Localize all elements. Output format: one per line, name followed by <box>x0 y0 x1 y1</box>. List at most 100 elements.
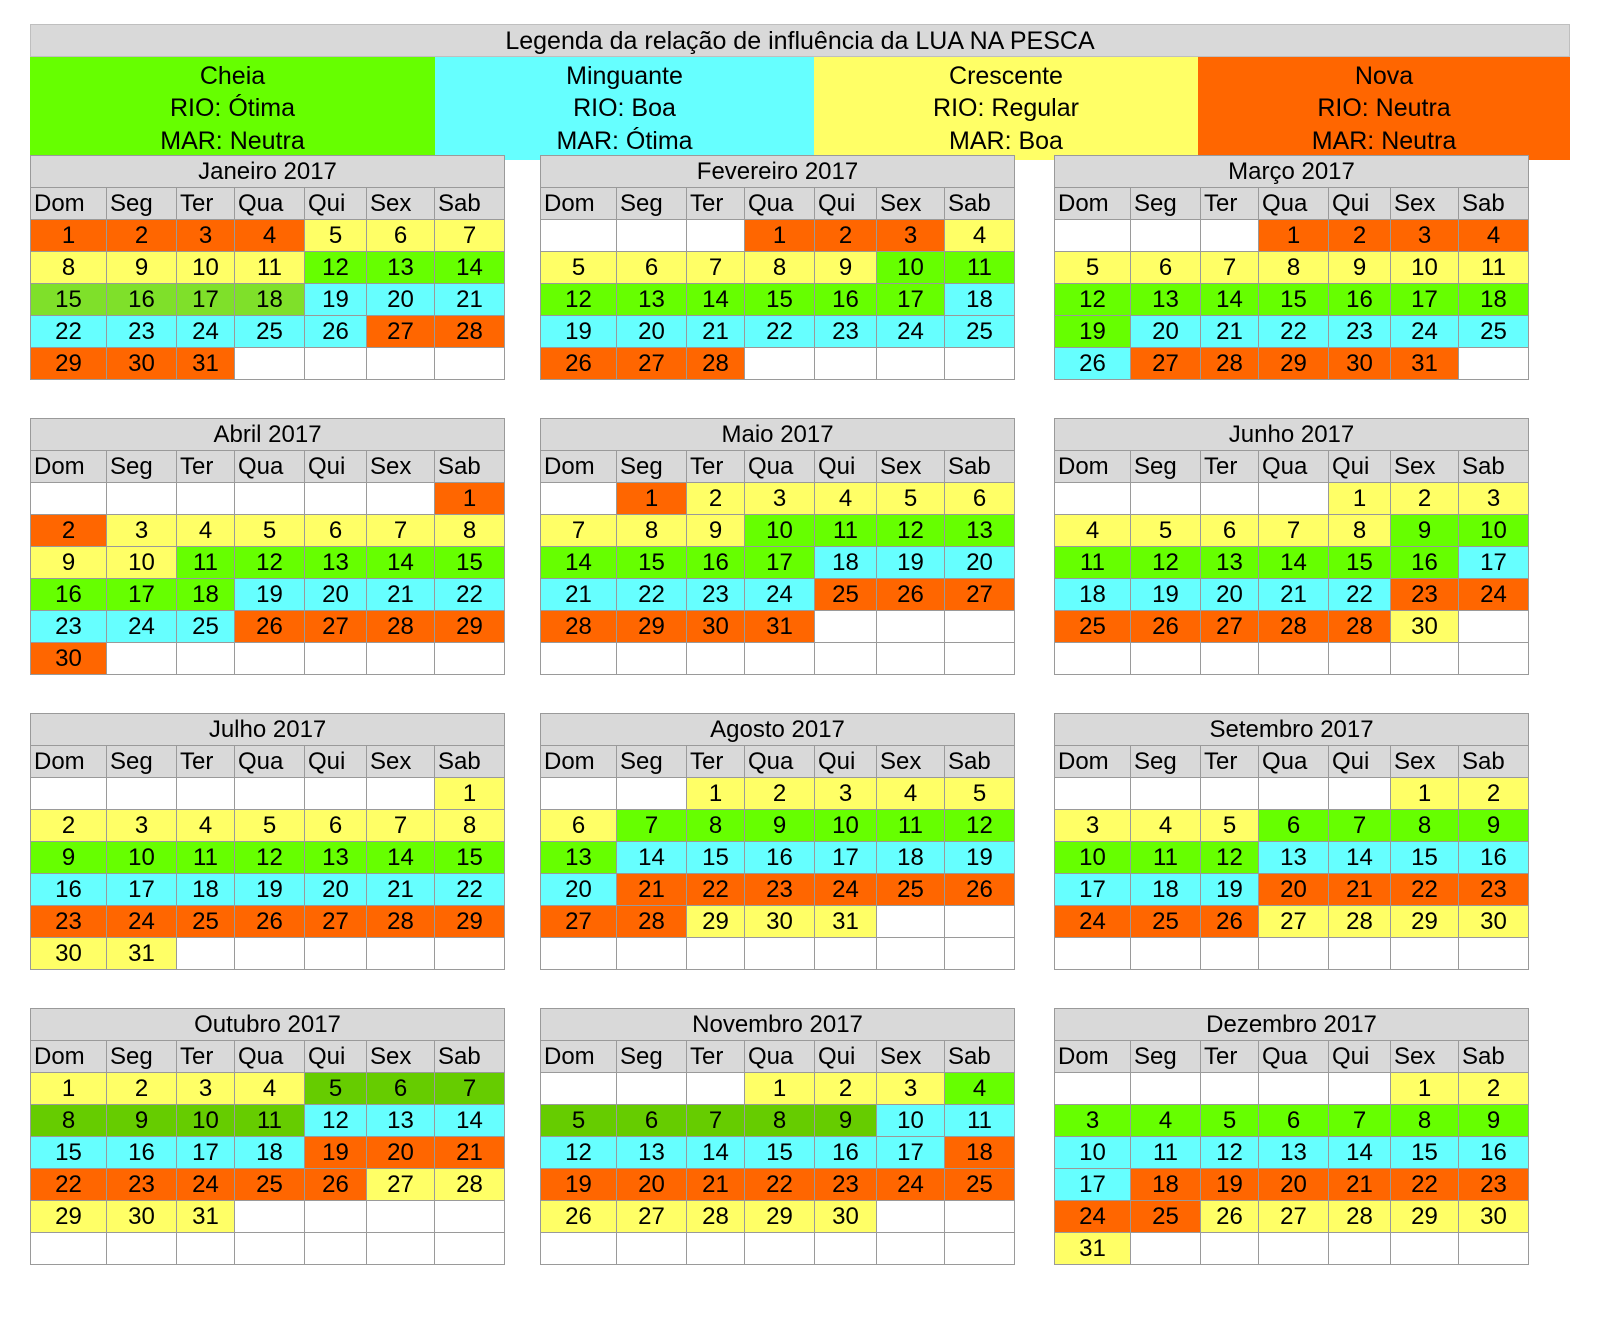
legend-phase-minguante: Minguante RIO: Boa MAR: Ótima <box>435 57 814 160</box>
empty-day-cell <box>814 1232 877 1265</box>
day-cell: 10 <box>876 1104 945 1137</box>
weekday-header: Dom <box>30 450 107 483</box>
day-cell: 15 <box>433 546 506 579</box>
empty-day-cell <box>1457 937 1530 970</box>
empty-day-cell <box>1054 937 1131 970</box>
day-cell: 27 <box>366 1168 435 1201</box>
month-calendar: Fevereiro 2017 Dom Seg Ter Qua Qui Sex Sab 1 2 3 4 5… <box>539 155 1016 380</box>
week-row <box>540 642 1016 675</box>
day-cell: 28 <box>1328 905 1391 938</box>
day-cell: 9 <box>106 1104 177 1137</box>
day-cell: 10 <box>176 251 235 284</box>
empty-day-cell <box>366 642 435 675</box>
day-cell: 4 <box>234 219 305 252</box>
day-cell: 6 <box>366 219 435 252</box>
day-cell: 18 <box>1130 873 1201 906</box>
empty-day-cell <box>366 1200 435 1233</box>
week-row: 16 17 18 19 20 21 22 <box>30 873 506 906</box>
day-cell: 6 <box>1130 251 1201 284</box>
day-cell: 5 <box>1200 809 1259 842</box>
day-cell: 21 <box>616 873 687 906</box>
day-cell: 9 <box>814 251 877 284</box>
day-cell: 23 <box>1457 873 1530 906</box>
month-calendar: Junho 2017 Dom Seg Ter Qua Qui Sex Sab 1 2 3 4 5 6 7 8 9… <box>1053 418 1530 675</box>
day-cell: 7 <box>686 251 745 284</box>
month-title: Fevereiro 2017 <box>539 155 1016 188</box>
empty-day-cell <box>686 1232 745 1265</box>
day-cell: 6 <box>943 482 1016 515</box>
month-calendar: Novembro 2017 Dom Seg Ter Qua Qui Sex Sab 1 2 3 4 5 6… <box>539 1008 1016 1265</box>
empty-day-cell <box>1130 777 1201 810</box>
day-cell: 23 <box>814 1168 877 1201</box>
day-cell: 18 <box>1458 283 1529 316</box>
month-calendar: Março 2017 Dom Seg Ter Qua Qui Sex Sab 1 2 3 4 5 6 7 8 9… <box>1054 155 1529 380</box>
day-cell: 10 <box>106 546 177 579</box>
day-cell: 15 <box>744 283 815 316</box>
day-cell: 7 <box>1328 809 1391 842</box>
day-cell: 12 <box>540 283 617 316</box>
empty-day-cell <box>433 1200 506 1233</box>
day-cell: 5 <box>234 514 305 547</box>
week-row: 5 6 7 8 9 10 11 <box>540 251 1016 284</box>
week-row: 14 15 16 17 18 19 20 <box>540 546 1016 579</box>
day-cell: 2 <box>744 777 815 810</box>
weekday-header: Dom <box>540 1040 617 1073</box>
legend-phase-crescente: Crescente RIO: Regular MAR: Boa <box>814 57 1198 160</box>
day-cell: 12 <box>234 546 305 579</box>
day-cell: 13 <box>304 546 367 579</box>
day-cell: 9 <box>106 251 177 284</box>
day-cell: 17 <box>1390 283 1459 316</box>
week-row: 16 17 18 19 20 21 22 <box>30 578 506 611</box>
week-row: 1 <box>30 482 506 515</box>
weekday-header: Seg <box>616 1040 687 1073</box>
weekday-header: Sab <box>433 450 506 483</box>
day-cell: 7 <box>434 219 505 252</box>
day-cell: 7 <box>366 809 435 842</box>
day-cell: 21 <box>433 1136 506 1169</box>
day-cell: 27 <box>1258 905 1329 938</box>
day-cell: 4 <box>1130 1104 1201 1137</box>
empty-day-cell <box>106 482 177 515</box>
empty-day-cell <box>433 1232 506 1265</box>
week-row: 31 <box>1054 1232 1530 1265</box>
day-cell: 7 <box>616 809 687 842</box>
empty-day-cell <box>876 642 945 675</box>
month-calendar: Maio 2017 Dom Seg Ter Qua Qui Sex Sab 1 2 3 4 5 6 7 8 9 1… <box>539 418 1016 675</box>
day-cell: 5 <box>876 482 945 515</box>
day-cell: 8 <box>744 1104 815 1137</box>
day-cell: 4 <box>1458 219 1529 252</box>
empty-day-cell <box>943 937 1016 970</box>
day-cell: 19 <box>1054 315 1131 348</box>
day-cell: 6 <box>616 251 687 284</box>
phase-mar: MAR: Boa <box>949 126 1063 155</box>
day-cell: 29 <box>1390 905 1459 938</box>
day-cell: 20 <box>616 315 687 348</box>
month-title: Dezembro 2017 <box>1053 1008 1530 1041</box>
day-cell: 31 <box>1390 347 1459 380</box>
day-cell: 19 <box>1200 873 1259 906</box>
empty-day-cell <box>106 1232 177 1265</box>
empty-day-cell <box>366 347 435 380</box>
day-cell: 13 <box>1130 283 1201 316</box>
day-cell: 17 <box>814 841 877 874</box>
day-cell: 2 <box>814 1072 877 1105</box>
day-cell: 27 <box>1130 347 1201 380</box>
day-cell: 28 <box>433 1168 506 1201</box>
empty-day-cell <box>234 1200 305 1233</box>
day-cell: 22 <box>30 315 107 348</box>
empty-day-cell <box>1328 937 1391 970</box>
day-cell: 3 <box>176 219 235 252</box>
empty-day-cell <box>616 1072 687 1105</box>
phase-name: Minguante <box>566 62 683 91</box>
day-cell: 12 <box>304 1104 367 1137</box>
day-cell: 10 <box>876 251 945 284</box>
empty-day-cell <box>433 642 506 675</box>
day-cell: 29 <box>30 1200 107 1233</box>
day-cell: 1 <box>744 1072 815 1105</box>
day-cell: 24 <box>1054 905 1131 938</box>
day-cell: 3 <box>1054 809 1131 842</box>
week-row: 28 29 30 31 <box>540 610 1016 643</box>
weekday-header: Qui <box>814 745 877 778</box>
weekday-header: Qua <box>1258 187 1329 220</box>
